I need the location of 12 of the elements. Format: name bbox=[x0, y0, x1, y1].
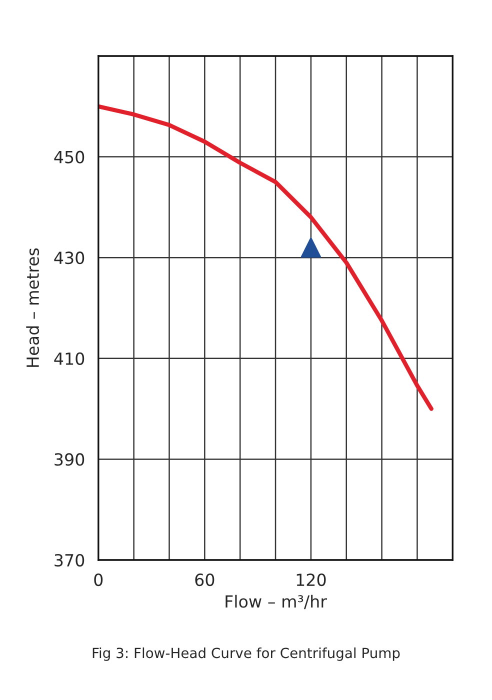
caption: Fig 3: Flow-Head Curve for Centrifugal Pump bbox=[92, 647, 400, 661]
y-tick-label: 370 bbox=[54, 554, 84, 567]
x-tick-label: 60 bbox=[195, 573, 214, 586]
y-tick-label: 410 bbox=[54, 352, 84, 365]
x-axis-title: Flow – m³/hr bbox=[226, 594, 327, 610]
line-series bbox=[98, 104, 434, 411]
y-tick-label: 390 bbox=[54, 453, 84, 466]
y-tick-label: 430 bbox=[54, 252, 84, 264]
x-tick-label: 120 bbox=[296, 573, 326, 586]
y-tick-label: 450 bbox=[54, 150, 84, 164]
y-axis-title: Head – metres bbox=[26, 248, 40, 367]
x-tick-label: 0 bbox=[94, 573, 103, 586]
